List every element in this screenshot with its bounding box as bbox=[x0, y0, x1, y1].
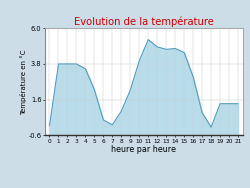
X-axis label: heure par heure: heure par heure bbox=[111, 145, 176, 154]
Title: Evolution de la température: Evolution de la température bbox=[74, 17, 214, 27]
Y-axis label: Température en °C: Température en °C bbox=[20, 49, 27, 114]
